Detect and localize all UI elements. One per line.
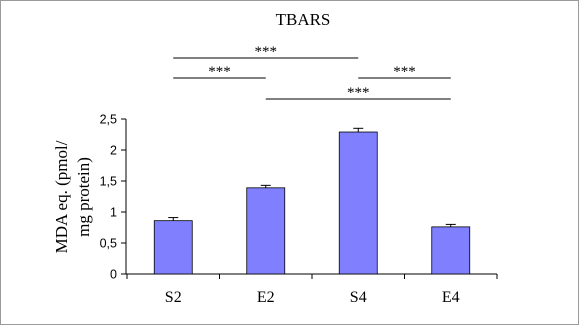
- significance-label: ***: [208, 64, 231, 80]
- y-tick-label: 1,5: [100, 175, 117, 189]
- y-axis-label-line-1: MDA eq. (pmol/: [52, 140, 71, 253]
- y-tick-label: 2,5: [100, 113, 117, 127]
- bar-s4: [338, 131, 378, 275]
- bar-e4: [431, 226, 471, 275]
- x-tick-label-e4: E4: [442, 289, 460, 306]
- plot-area: 0 0,5 1 1,5 2 2,5 S2 E2 S4 E4 *** *** *** ***: [100, 44, 498, 306]
- y-tick-label: 1: [110, 206, 117, 220]
- y-tick-label: 0,5: [100, 237, 117, 251]
- y-tick-label: 2: [110, 144, 117, 158]
- bar-s2: [153, 220, 193, 275]
- significance-label: ***: [393, 64, 416, 80]
- x-tick-label-s4: S4: [350, 289, 367, 306]
- significance-label: ***: [347, 85, 370, 101]
- chart-title: TBARS: [276, 10, 331, 29]
- significance-label: ***: [255, 44, 278, 60]
- bar-e2: [246, 187, 286, 275]
- y-tick-label: 0: [110, 268, 117, 282]
- x-tick-label-s2: S2: [165, 289, 182, 306]
- x-tick-label-e2: E2: [257, 289, 275, 306]
- y-axis-label-line-2: mg protein): [74, 157, 93, 237]
